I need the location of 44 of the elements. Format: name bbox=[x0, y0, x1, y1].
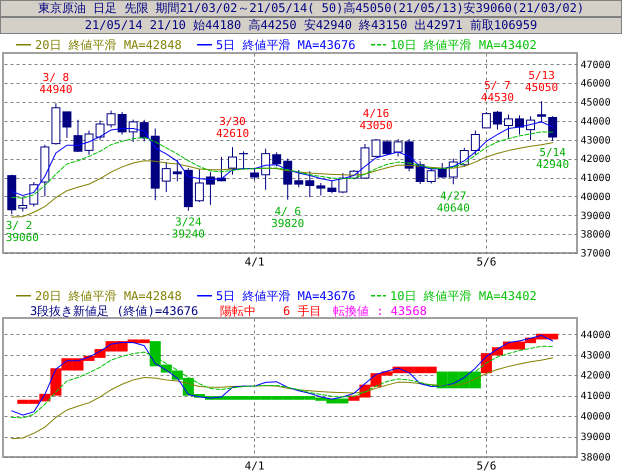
y-tick-label: 41000 bbox=[580, 391, 611, 402]
chart-title: 東京原油 日足 先限 期間21/03/02～21/05/14( 50)高45050(21/05/13)安39060(21/03/02) bbox=[0, 0, 622, 17]
y-tick-label: 47000 bbox=[580, 60, 611, 71]
annotation: 5/13 45050 bbox=[525, 69, 558, 94]
y-tick-label: 42000 bbox=[580, 370, 611, 382]
y-tick-label: 40000 bbox=[580, 412, 611, 423]
text: 3段抜き新値足 (終値)=43676 bbox=[30, 304, 198, 318]
x-tick-label: 5/6 bbox=[476, 256, 496, 268]
legend-label: 20日 終値平滑 MA=42848 bbox=[35, 38, 182, 52]
y-tick-label: 38000 bbox=[580, 452, 611, 464]
y-tick-label: 43000 bbox=[580, 350, 611, 362]
x-tick-label: 4/1 bbox=[244, 256, 265, 268]
legend-label: 5日 終値平滑 MA=43676 bbox=[216, 288, 356, 303]
y-tick-label: 44000 bbox=[580, 330, 611, 341]
legend-label: 10日 終値平滑 MA=43402 bbox=[390, 288, 537, 303]
y-tick-label: 39000 bbox=[580, 210, 611, 222]
annotation: 3/ 2 39060 bbox=[6, 219, 39, 244]
legend-label: 20日 終値平滑 MA=42848 bbox=[35, 288, 182, 303]
y-tick-label: 45000 bbox=[580, 98, 611, 109]
annotation: 5/ 7 44530 bbox=[480, 78, 514, 104]
legend-label: 10日 終値平滑 MA=43402 bbox=[390, 38, 537, 52]
annotation: 5/14 42940 bbox=[536, 146, 570, 171]
annotation: 4/ 6 39820 bbox=[271, 204, 304, 230]
y-tick-label: 39000 bbox=[580, 432, 611, 444]
y-tick-label: 38000 bbox=[580, 230, 611, 241]
y-tick-label: 40000 bbox=[580, 192, 611, 203]
y-tick-label: 37000 bbox=[580, 248, 611, 260]
text: 転換値 : 43568 bbox=[333, 304, 427, 318]
annotation: 4/27 40640 bbox=[436, 189, 470, 214]
annotation: 3/24 39240 bbox=[172, 216, 205, 241]
annotation: 4/16 43050 bbox=[359, 106, 393, 132]
y-tick-label: 42000 bbox=[580, 154, 611, 166]
y-tick-label: 43000 bbox=[580, 135, 611, 146]
legend-label: 5日 終値平滑 MA=43676 bbox=[216, 38, 356, 52]
y-tick-label: 46000 bbox=[580, 78, 611, 90]
annotation: 3/30 42610 bbox=[216, 115, 250, 140]
text: 6 手目 bbox=[283, 304, 322, 318]
y-tick-label: 41000 bbox=[580, 173, 611, 184]
x-tick-label: 5/6 bbox=[476, 460, 496, 472]
x-tick-label: 4/1 bbox=[244, 460, 265, 472]
text: 陽転中 bbox=[220, 304, 256, 318]
annotation: 3/ 8 44940 bbox=[39, 71, 72, 96]
y-tick-label: 44000 bbox=[580, 116, 611, 128]
chart-subtitle: 21/05/14 21/10 始44180 高44250 安42940 終43150 出42971 前取106959 bbox=[0, 17, 622, 34]
